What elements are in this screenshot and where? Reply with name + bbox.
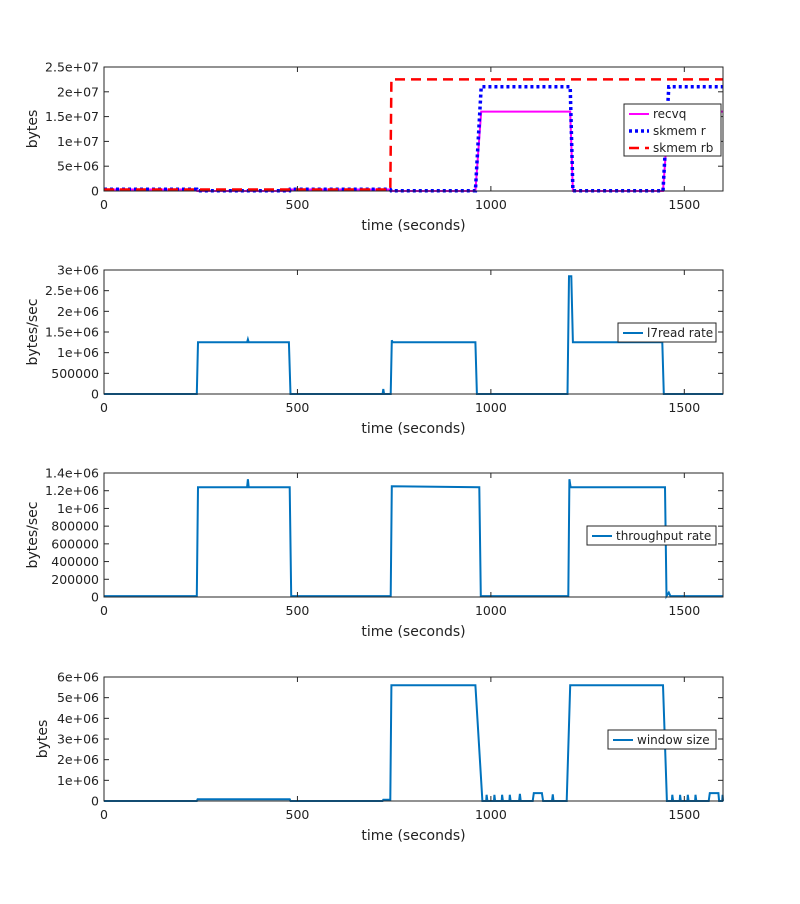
subplot-4: 0 500 1000 1500 0 1e+06 2e+06 3e+06 4e+06 5e+06 6e… [35, 670, 724, 844]
x-tick-label: 1500 [668, 603, 700, 618]
y-tick-label: 1.4e+06 [45, 466, 99, 481]
y-tick-label: 3e+06 [57, 263, 99, 278]
y-tick-label: 1e+06 [57, 345, 99, 360]
x-tick-label: 1000 [475, 400, 507, 415]
y-tick-label: 5e+06 [57, 159, 99, 174]
y-tick-label: 1e+06 [57, 773, 99, 788]
legend: throughput rate [586, 525, 717, 546]
y-tick-label: 4e+06 [57, 711, 99, 726]
legend-box [617, 322, 717, 343]
y-tick-label: 6e+06 [57, 670, 99, 685]
legend-box [623, 103, 722, 157]
y-tick-label: 2e+07 [57, 84, 99, 99]
x-axis-label: time (seconds) [361, 421, 465, 437]
series-line-throughput-rate [104, 479, 723, 600]
y-tick-label: 0 [91, 184, 99, 199]
y-tick-label: 500000 [51, 366, 99, 381]
x-tick-label: 1000 [475, 807, 507, 822]
legend: l7read rate [617, 322, 717, 343]
legend-label: skmem r [653, 124, 706, 138]
x-tick-label: 1500 [668, 197, 700, 212]
y-tick-label: 2.5e+07 [45, 60, 99, 75]
y-tick-label: 1e+07 [57, 134, 99, 149]
y-axis-label: bytes/sec [25, 502, 41, 569]
x-tick-label: 1500 [668, 807, 700, 822]
y-tick-label: 400000 [51, 554, 99, 569]
x-tick-label: 500 [286, 807, 310, 822]
legend-label: window size [637, 733, 710, 747]
x-tick-label: 1000 [475, 603, 507, 618]
x-tick-label: 0 [100, 807, 108, 822]
y-tick-label: 1e+06 [57, 501, 99, 516]
y-tick-label: 2e+06 [57, 752, 99, 767]
x-tick-label: 1500 [668, 400, 700, 415]
y-tick-label: 1.2e+06 [45, 483, 99, 498]
y-tick-label: 3e+06 [57, 732, 99, 747]
series-line-skmem-rb [104, 78, 723, 191]
subplot-3: 0 500 1000 1500 0 200000 400000 600000 800000 1e+… [25, 466, 724, 640]
axes-frame [103, 472, 724, 598]
x-tick-label: 1000 [475, 197, 507, 212]
y-tick-label: 5e+06 [57, 690, 99, 705]
axes-frame [103, 66, 724, 192]
x-tick-label: 0 [100, 400, 108, 415]
y-axis-label: bytes [35, 720, 51, 759]
y-tick-label: 0 [91, 590, 99, 605]
y-tick-label: 1.5e+07 [45, 109, 99, 124]
legend-label: skmem rb [653, 141, 713, 155]
legend-box [586, 525, 717, 546]
y-tick-label: 0 [91, 387, 99, 402]
y-axis-label: bytes [25, 110, 41, 149]
y-axis-label: bytes/sec [25, 299, 41, 366]
subplot-2: 0 500 1000 1500 0 500000 1e+06 1.5e+06 2e+06 2.5e… [25, 263, 724, 437]
y-tick-label: 200000 [51, 572, 99, 587]
y-tick-label: 600000 [51, 536, 99, 551]
legend-label: l7read rate [647, 326, 713, 340]
legend: recvq skmem r skmem rb [623, 103, 722, 157]
x-tick-label: 500 [286, 603, 310, 618]
x-tick-label: 500 [286, 400, 310, 415]
legend-label: throughput rate [616, 529, 711, 543]
legend-box [607, 729, 717, 750]
x-tick-label: 500 [286, 197, 310, 212]
y-tick-label: 2.5e+06 [45, 283, 99, 298]
y-tick-label: 0 [91, 794, 99, 809]
y-tick-label: 1.5e+06 [45, 325, 99, 340]
x-axis-label: time (seconds) [361, 624, 465, 640]
subplot-1: 0 500 1000 1500 0 5e+06 1e+07 1.5e+07 2e+07 2.5e+… [25, 60, 724, 234]
y-tick-label: 800000 [51, 519, 99, 534]
x-tick-label: 0 [100, 197, 108, 212]
x-tick-label: 0 [100, 603, 108, 618]
y-tick-label: 2e+06 [57, 304, 99, 319]
x-axis-label: time (seconds) [361, 828, 465, 844]
legend: window size [607, 729, 717, 750]
x-axis-label: time (seconds) [361, 218, 465, 234]
legend-label: recvq [653, 107, 686, 121]
